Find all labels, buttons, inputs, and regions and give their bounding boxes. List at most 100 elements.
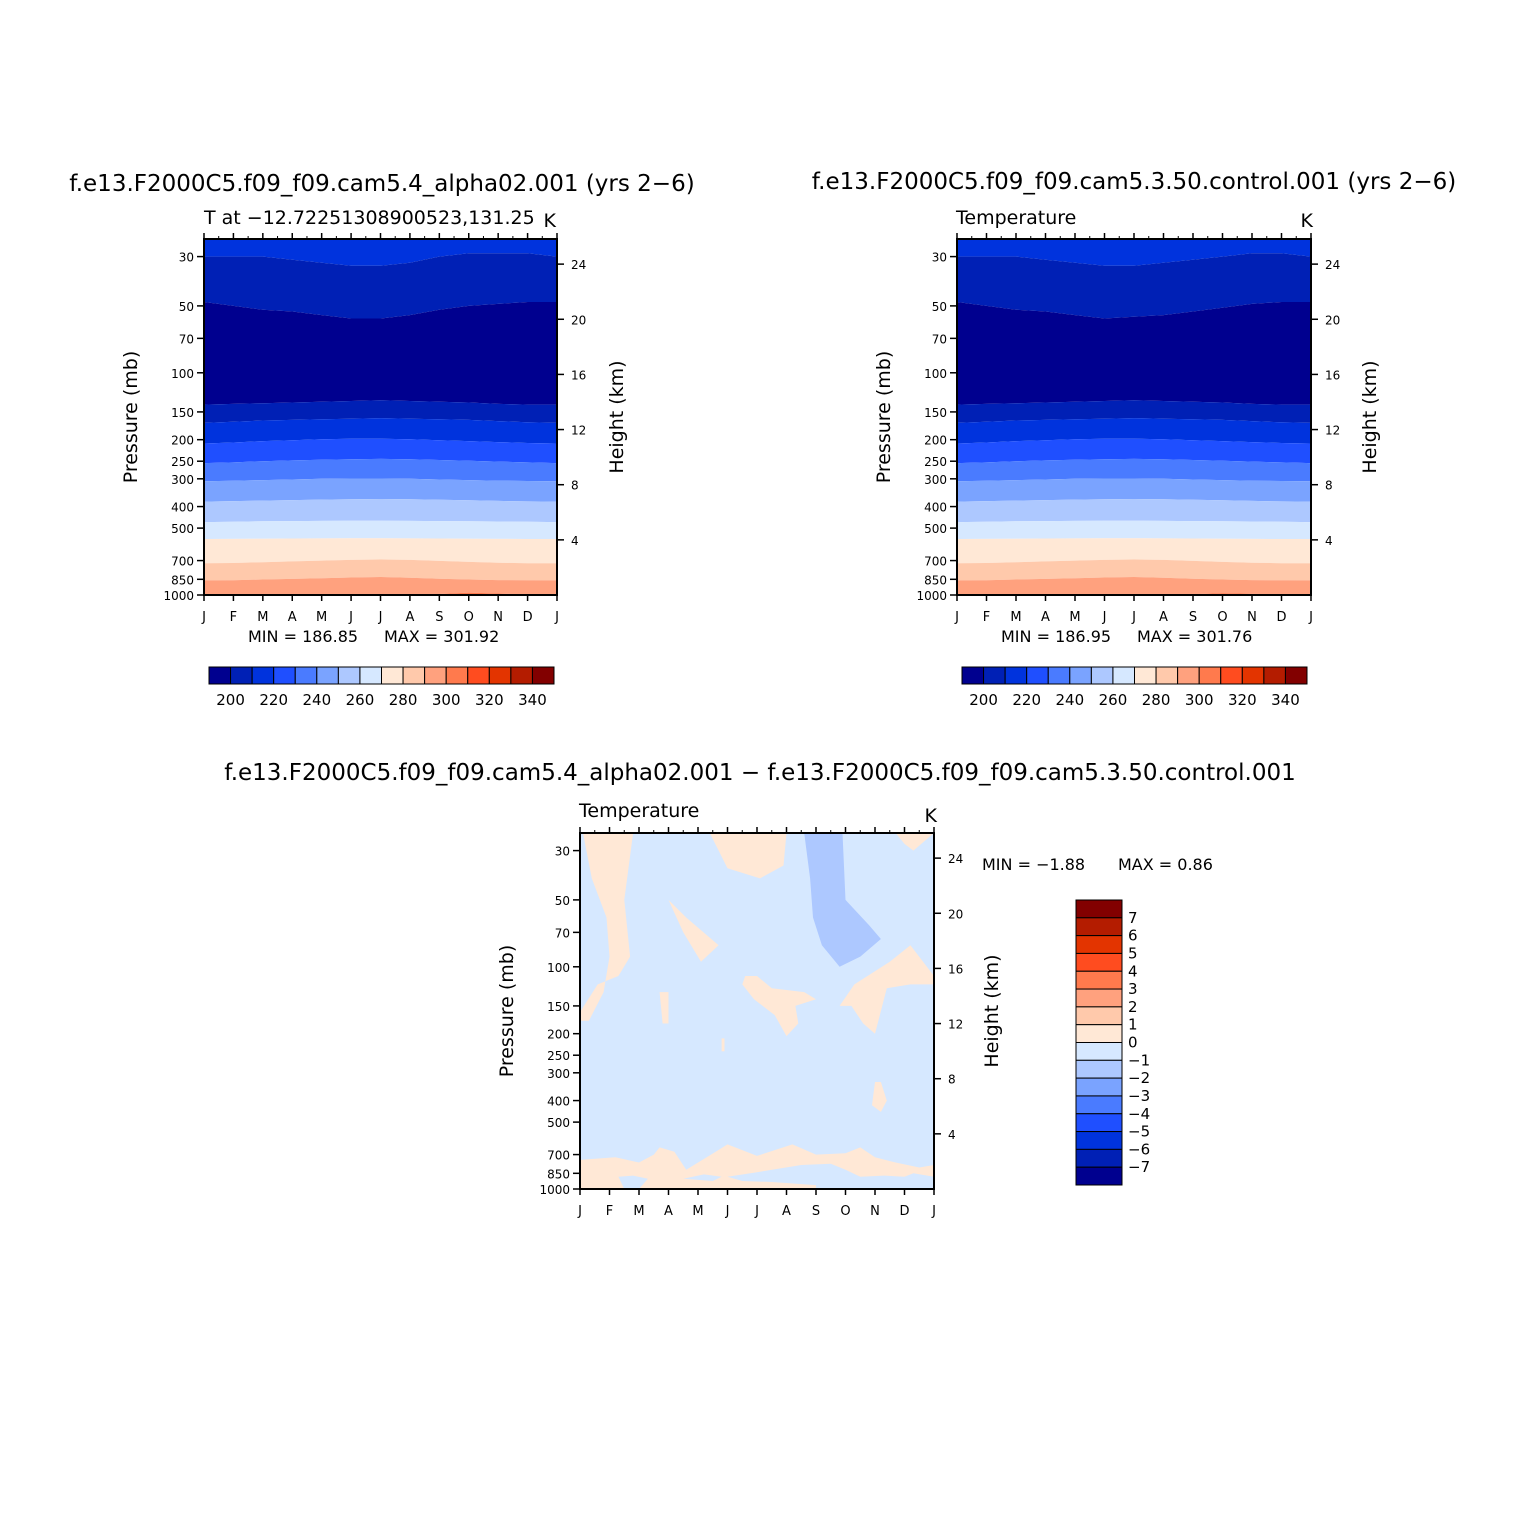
contour-region — [668, 899, 719, 962]
contour-band — [957, 458, 1311, 482]
contour-band — [204, 577, 557, 595]
y-tick-label: 150 — [171, 406, 194, 420]
colorbar-label: 260 — [1099, 691, 1128, 709]
panel-1-min-label: MIN = 186.85 — [248, 627, 358, 646]
x-tick-label: D — [899, 1204, 909, 1219]
y-right-tick-label: 4 — [1325, 534, 1333, 548]
contour-band — [204, 520, 557, 539]
contour-region — [742, 976, 816, 1037]
x-tick-label: O — [1217, 610, 1227, 625]
x-tick-label: N — [870, 1204, 880, 1219]
colorbar-label: 240 — [302, 691, 331, 709]
colorbar-label: 320 — [1228, 691, 1257, 709]
colorbar-box — [1075, 1042, 1123, 1061]
x-tick-label: S — [812, 1204, 820, 1219]
colorbar-box — [1047, 666, 1071, 685]
contour-region — [618, 1175, 648, 1189]
colorbar-label: −3 — [1128, 1087, 1150, 1105]
colorbar-box — [1134, 666, 1157, 685]
contour-region — [804, 833, 881, 967]
y-right-tick-label: 24 — [1325, 258, 1340, 272]
colorbar-box — [402, 666, 426, 685]
colorbar-box — [531, 666, 555, 685]
x-tick-label: J — [201, 610, 206, 625]
y-tick-label: 150 — [547, 1000, 570, 1014]
y-right-tick-label: 20 — [1325, 313, 1340, 327]
y-tick-label: 250 — [924, 455, 947, 469]
panel-1-y-label: Pressure (mb) — [120, 351, 142, 484]
panel-1-y-label-right: Height (km) — [606, 360, 628, 473]
panel-2: f.e13.F2000C5.f09_f09.cam5.3.50.control.… — [812, 169, 1456, 709]
y-tick-label: 150 — [924, 406, 947, 420]
colorbar-box — [230, 666, 253, 685]
x-tick-label: J — [554, 610, 559, 625]
panel-3-min-label: MIN = −1.88 — [982, 855, 1085, 874]
colorbar-label: −7 — [1128, 1158, 1150, 1176]
colorbar-label: −4 — [1128, 1105, 1150, 1123]
colorbar-label: 0 — [1128, 1034, 1138, 1052]
contour-band — [957, 253, 1311, 319]
y-right-tick-label: 8 — [1325, 479, 1333, 493]
contour-region — [659, 992, 669, 1024]
contour-band — [204, 559, 557, 581]
panel-2-subtitle: Temperature — [955, 207, 1076, 229]
colorbar-box — [1112, 666, 1135, 685]
panel-2-units: K — [1301, 210, 1314, 232]
x-tick-label: M — [633, 1204, 644, 1219]
colorbar-label: 260 — [346, 691, 375, 709]
x-tick-label: N — [1247, 610, 1257, 625]
x-tick-label: M — [692, 1204, 703, 1219]
colorbar-box — [1075, 970, 1123, 990]
panel-3-y-label: Pressure (mb) — [496, 945, 518, 1078]
contour-band — [957, 499, 1311, 523]
x-tick-label: J — [1131, 610, 1136, 625]
colorbar-label: 200 — [216, 691, 245, 709]
colorbar-box — [1075, 1148, 1123, 1168]
panel-3-title: f.e13.F2000C5.f09_f09.cam5.4_alpha02.001… — [224, 760, 1295, 786]
x-tick-label: M — [1069, 610, 1080, 625]
y-tick-label: 30 — [555, 845, 570, 859]
panel-3-subtitle: Temperature — [578, 800, 699, 822]
panel-3-units: K — [925, 805, 938, 827]
colorbar-label: 300 — [1185, 691, 1214, 709]
x-tick-label: S — [1189, 610, 1197, 625]
colorbar-box — [1075, 1059, 1123, 1079]
x-tick-label: S — [435, 610, 443, 625]
panel-3-y-ticks-right: 24 20 16 12 8 4 — [934, 852, 963, 1142]
colorbar-box — [359, 666, 382, 685]
x-tick-label: J — [954, 610, 959, 625]
y-tick-label: 300 — [924, 473, 947, 487]
panel-1-plot — [203, 238, 558, 596]
colorbar-box — [273, 666, 296, 685]
panel-2-title: f.e13.F2000C5.f09_f09.cam5.3.50.control.… — [812, 169, 1456, 195]
x-tick-label: J — [348, 610, 353, 625]
x-tick-label: J — [1102, 610, 1107, 625]
y-tick-label: 700 — [171, 555, 194, 569]
panel-1-y-ticks-right: 24 20 16 12 8 4 — [557, 258, 586, 548]
y-right-tick-label: 16 — [571, 368, 586, 382]
contour-region — [721, 1038, 725, 1052]
colorbar-label: −2 — [1128, 1069, 1150, 1087]
y-tick-label: 250 — [171, 455, 194, 469]
panel-1-colorbar: 200 220 240 260 280 300 320 340 — [208, 666, 555, 709]
y-tick-label: 850 — [171, 573, 194, 587]
y-right-tick-label: 4 — [948, 1128, 956, 1142]
y-tick-label: 400 — [924, 501, 947, 515]
colorbar-box — [467, 666, 490, 685]
x-tick-label: O — [840, 1204, 850, 1219]
y-tick-label: 700 — [924, 555, 947, 569]
colorbar-box — [1026, 666, 1049, 685]
y-tick-label: 700 — [547, 1149, 570, 1163]
colorbar-box — [1075, 1131, 1123, 1150]
x-tick-label: F — [606, 1204, 613, 1219]
y-tick-label: 30 — [932, 251, 947, 265]
colorbar-label: 6 — [1128, 927, 1138, 945]
y-right-tick-label: 4 — [571, 534, 579, 548]
y-tick-label: 1000 — [916, 589, 947, 603]
contour-band — [957, 538, 1311, 564]
y-tick-label: 100 — [171, 367, 194, 381]
y-tick-label: 50 — [179, 300, 194, 314]
contour-band — [204, 400, 557, 423]
